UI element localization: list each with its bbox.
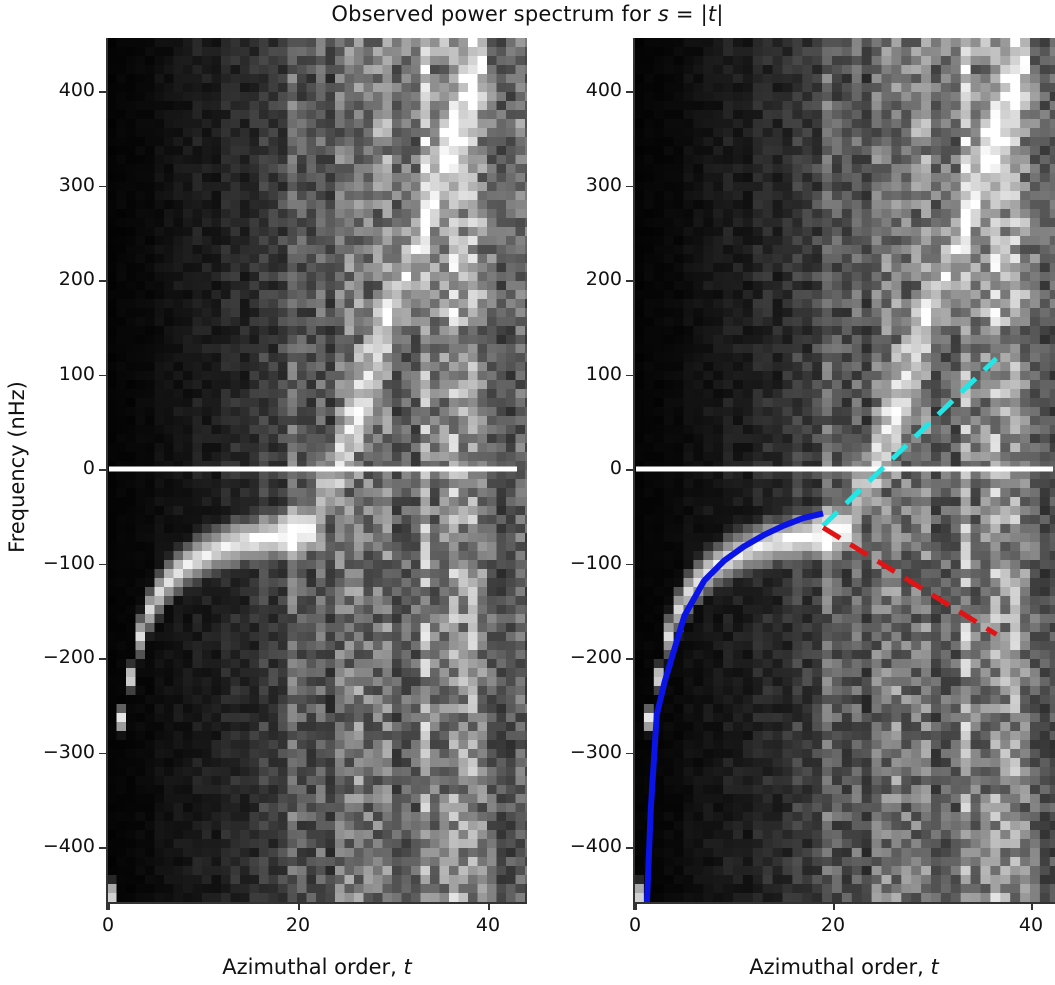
y-tick-label: −300 xyxy=(569,740,622,763)
y-tick-label: 200 xyxy=(585,268,622,290)
x-axis-label-right: Azimuthal order, t xyxy=(749,955,939,979)
y-tick-label: 400 xyxy=(58,79,95,101)
x-tick-mark xyxy=(635,902,637,910)
y-tick-label: 300 xyxy=(585,173,622,196)
y-tick-mark xyxy=(99,374,107,376)
x-tick-mark xyxy=(1031,902,1033,910)
x-tick-label: 40 xyxy=(1018,914,1044,936)
y-tick-mark xyxy=(626,280,634,282)
y-tick-mark xyxy=(99,752,107,754)
y-tick-label: −400 xyxy=(42,835,95,857)
x-axis-line xyxy=(633,902,1055,904)
y-tick-mark xyxy=(626,563,634,565)
y-tick-label: −100 xyxy=(42,551,95,574)
y-tick-label: 0 xyxy=(609,457,622,479)
y-tick-label: 100 xyxy=(58,362,95,385)
heatmap-left-canvas xyxy=(107,38,527,902)
x-tick-mark xyxy=(108,902,110,910)
y-tick-label: 0 xyxy=(82,457,95,479)
y-tick-mark xyxy=(626,752,634,754)
y-tick-label: 400 xyxy=(585,79,622,101)
negative-branch-dashed-line xyxy=(821,525,998,637)
x-tick-mark xyxy=(298,902,300,910)
x-tick-mark xyxy=(488,902,490,910)
x-tick-label: 20 xyxy=(820,914,846,936)
y-tick-mark xyxy=(626,658,634,660)
x-tick-mark xyxy=(833,902,835,910)
y-tick-label: −400 xyxy=(569,835,622,857)
y-tick-label: −200 xyxy=(569,646,622,668)
figure-title: Observed power spectrum for s = |t| xyxy=(331,2,724,26)
y-tick-label: −200 xyxy=(42,646,95,668)
x-axis-line xyxy=(106,902,527,904)
y-tick-mark xyxy=(99,469,107,471)
y-tick-mark xyxy=(626,469,634,471)
y-tick-mark xyxy=(99,185,107,187)
y-tick-mark xyxy=(626,185,634,187)
y-tick-mark xyxy=(99,847,107,849)
y-tick-label: −100 xyxy=(569,551,622,574)
y-tick-mark xyxy=(99,658,107,660)
heatmap-right xyxy=(634,38,1055,902)
heatmap-right-canvas xyxy=(634,38,1055,902)
y-axis-line xyxy=(106,38,108,910)
x-tick-label: 20 xyxy=(285,914,311,936)
positive-branch-dashed-line xyxy=(821,356,999,528)
x-axis-label-left: Azimuthal order, t xyxy=(222,955,412,979)
y-tick-label: 100 xyxy=(585,362,622,385)
heatmap-left xyxy=(107,38,527,902)
y-tick-mark xyxy=(626,91,634,93)
y-tick-label: 300 xyxy=(58,173,95,196)
dispersion-fit-curve xyxy=(643,510,824,902)
y-axis-line xyxy=(633,38,635,910)
x-tick-label: 40 xyxy=(475,914,501,936)
x-tick-label: 0 xyxy=(628,914,642,936)
y-tick-mark xyxy=(99,563,107,565)
y-tick-mark xyxy=(626,847,634,849)
y-tick-mark xyxy=(99,91,107,93)
y-tick-mark xyxy=(99,280,107,282)
y-tick-mark xyxy=(626,374,634,376)
x-tick-label: 0 xyxy=(101,914,115,936)
y-tick-label: −300 xyxy=(42,740,95,763)
y-tick-label: 200 xyxy=(58,268,95,290)
